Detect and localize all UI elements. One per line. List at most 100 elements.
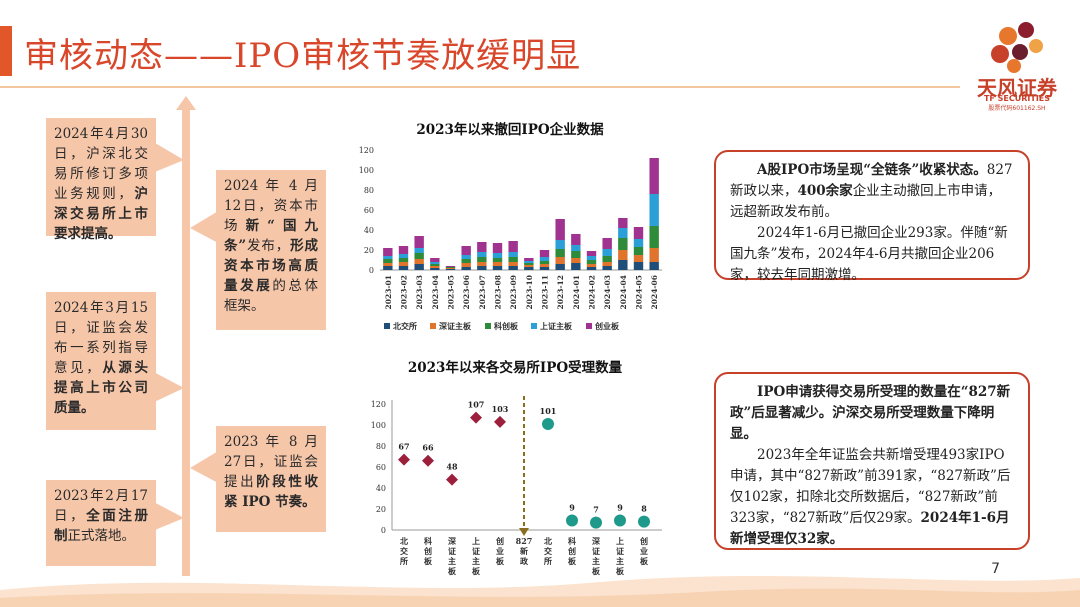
data-point-before — [470, 411, 482, 424]
x-tick-label: 上 — [472, 536, 480, 546]
logo-english: TF SECURITIES — [983, 94, 1051, 103]
page-number: 7 — [991, 561, 1000, 577]
legend-label: 创业板 — [594, 321, 620, 331]
bar-segment — [524, 265, 534, 267]
y-tick-label: 80 — [364, 186, 374, 195]
x-tick-label: 政 — [520, 556, 528, 566]
bar-segment — [445, 267, 456, 268]
x-tick-label: 所 — [543, 556, 552, 566]
data-point-after — [638, 515, 650, 528]
y-tick-label: 120 — [371, 400, 386, 409]
bar-segment — [571, 251, 581, 258]
bar-segment — [461, 263, 471, 267]
title-underline — [0, 86, 960, 88]
callout-pointer — [190, 210, 220, 244]
x-tick-label: 2023-02 — [400, 275, 409, 309]
x-tick-label: 深 — [592, 536, 600, 546]
acceptance-summary-note: IPO申请获得交易所受理的数量在“827新政”后显著减少。沪深交易所受理数量下降… — [714, 372, 1030, 550]
bar-segment — [383, 256, 393, 259]
x-tick-label: 827 — [516, 536, 533, 546]
data-label: 67 — [398, 442, 409, 452]
bar-segment — [414, 248, 424, 253]
legend-label: 深证主板 — [439, 321, 472, 331]
callout-pointer — [190, 450, 220, 484]
bar-segment — [602, 249, 612, 256]
x-tick-label: 科 — [424, 536, 432, 546]
callout-pointer — [150, 500, 184, 532]
y-tick-label: 80 — [376, 442, 386, 451]
bar-segment — [586, 267, 597, 270]
timeline-event-2023-02-17: 2023年2月17日，全面注册制正式落地。 — [46, 480, 156, 566]
bar-segment — [586, 256, 597, 260]
bar-segment — [461, 267, 471, 270]
x-tick-label: 2024-03 — [603, 275, 612, 309]
x-tick-label: 2023-12 — [556, 275, 565, 309]
bar-segment — [398, 254, 409, 258]
data-label: 66 — [422, 443, 434, 453]
title-accent-bar — [0, 26, 12, 76]
data-label: 8 — [641, 504, 647, 514]
timeline-event-2024-03-15: 2024年3月15日，证监会发布一系列指导意见，从源头提高上市公司质量。 — [46, 292, 156, 430]
bar-segment — [430, 262, 440, 264]
bar-segment — [555, 219, 565, 240]
bar-segment — [430, 268, 440, 270]
x-tick-label: 2023-07 — [478, 275, 487, 309]
bar-segment — [430, 264, 440, 266]
withdrawal-summary-note: A股IPO市场呈现“全链条”收紧状态。827新政以来，400余家企业主动撤回上市… — [714, 150, 1030, 283]
x-tick-label: 板 — [472, 566, 481, 576]
x-tick-label: 2023-04 — [431, 275, 440, 309]
bar-segment — [633, 255, 644, 262]
y-tick-label: 60 — [376, 463, 386, 472]
x-tick-label: 2024-01 — [572, 275, 581, 309]
bar-segment — [571, 234, 581, 245]
bar-segment — [633, 227, 644, 239]
bar-segment — [524, 261, 534, 263]
bar-segment — [492, 243, 503, 253]
bar-segment — [492, 258, 503, 262]
x-tick-label: 北 — [544, 536, 552, 546]
bar-segment — [414, 264, 424, 270]
legend-label: 上证主板 — [540, 321, 573, 331]
bar-segment — [539, 250, 550, 257]
x-tick-label: 创 — [567, 546, 576, 556]
page-title: 审核动态——IPO审核节奏放缓明显 — [24, 36, 582, 76]
x-tick-label: 2023-10 — [525, 275, 534, 309]
bar-segment — [398, 258, 409, 262]
bar-segment — [383, 248, 393, 256]
bar-segment — [649, 262, 659, 270]
x-tick-label: 上 — [616, 536, 624, 546]
data-point-before — [494, 415, 506, 428]
footer-wave-decoration — [0, 575, 1080, 607]
bar-segment — [477, 262, 487, 266]
x-tick-label: 板 — [568, 556, 577, 566]
bar-segment — [539, 261, 550, 264]
x-tick-label: 新 — [520, 546, 528, 556]
bar-segment — [414, 259, 424, 264]
bar-segment — [539, 264, 550, 267]
bar-segment — [445, 266, 456, 267]
x-tick-label: 证 — [448, 546, 456, 556]
y-tick-label: 60 — [364, 206, 374, 215]
data-point-before — [398, 453, 410, 466]
x-tick-label: 创 — [639, 536, 648, 546]
bar-segment — [414, 236, 424, 248]
y-tick-label: 20 — [376, 505, 386, 514]
x-tick-label: 业 — [496, 546, 504, 556]
x-tick-label: 2024-04 — [619, 275, 628, 309]
bar-segment — [539, 267, 550, 270]
logo-name: 天风证券 — [977, 76, 1057, 100]
bar-segment — [571, 263, 581, 270]
bar-segment — [602, 256, 612, 262]
bar-segment — [586, 251, 597, 256]
bar-segment — [398, 246, 409, 254]
bar-segment — [461, 255, 471, 259]
bar-segment — [398, 266, 409, 270]
data-label: 103 — [492, 404, 509, 414]
bar-segment — [383, 259, 393, 263]
timeline-event-2023-08-27: 2023 年 8 月27日，证监会提出阶段性收紧 IPO 节奏。 — [216, 426, 326, 532]
bar-segment — [618, 218, 628, 228]
data-point-after — [542, 417, 554, 430]
x-tick-label: 业 — [640, 546, 648, 556]
bar-segment — [430, 266, 440, 268]
bar-segment — [492, 253, 503, 258]
